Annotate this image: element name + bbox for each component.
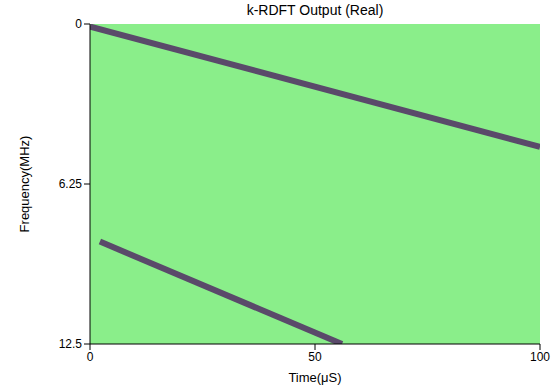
svg-text:0: 0 [75, 17, 82, 31]
svg-text:12.5: 12.5 [59, 337, 83, 351]
svg-text:0: 0 [87, 350, 94, 364]
svg-text:Time(μS): Time(μS) [288, 370, 341, 385]
html-text:k-RDFT Output (Real): k-RDFT Output (Real) [246, 2, 384, 18]
svg-text:100: 100 [530, 350, 550, 364]
svg-text:Frequency(MHz): Frequency(MHz) [17, 136, 32, 233]
svg-text:50: 50 [308, 350, 322, 364]
svg-text:6.25: 6.25 [59, 177, 83, 191]
